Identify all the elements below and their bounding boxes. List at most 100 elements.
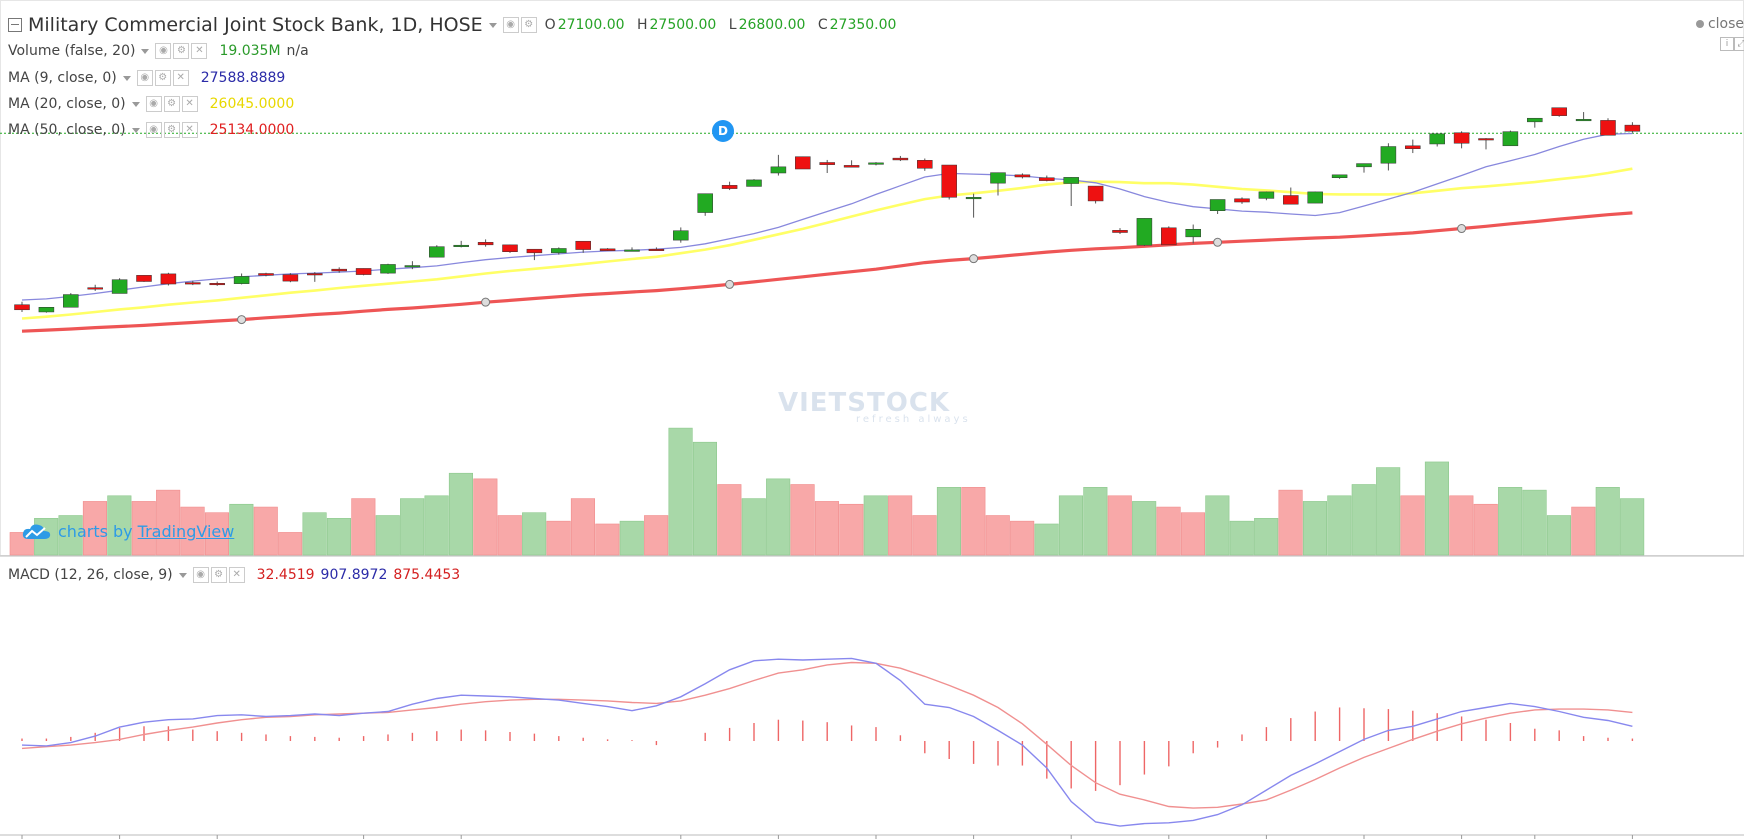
candle-body xyxy=(1014,174,1031,178)
candle-body xyxy=(1112,230,1128,233)
chevron-down-icon[interactable] xyxy=(131,101,140,107)
gear-icon[interactable]: ⚙ xyxy=(163,122,180,138)
eye-icon[interactable]: ◉ xyxy=(136,70,153,86)
volume-bar xyxy=(1351,484,1376,556)
candle-body xyxy=(233,276,250,284)
gear-icon[interactable]: ⚙ xyxy=(163,96,180,112)
volume-bar xyxy=(619,520,644,556)
ma50-marker xyxy=(725,279,735,289)
indicator-ma9-row[interactable]: MA (9, close, 0) ◉ ⚙ ✕ 27588.8889 xyxy=(8,70,285,86)
candle-body xyxy=(1502,131,1519,147)
volume-bar xyxy=(1595,487,1620,556)
volume-bar xyxy=(912,515,937,556)
indicator-volume-label: Volume (false, 20) xyxy=(8,43,136,59)
eye-icon[interactable]: ◉ xyxy=(502,17,519,33)
volume-bar xyxy=(546,520,571,556)
candle-body xyxy=(209,283,225,286)
collapse-icon[interactable] xyxy=(8,18,22,32)
low-value: 26800.00 xyxy=(738,17,806,33)
ma50-marker xyxy=(1213,237,1223,247)
volume-bar xyxy=(936,487,962,556)
macd-value: 907.8972 xyxy=(320,567,388,583)
gear-icon[interactable]: ⚙ xyxy=(210,567,227,583)
candle-body xyxy=(429,246,445,258)
close-icon[interactable]: ✕ xyxy=(181,122,198,138)
eye-icon[interactable]: ◉ xyxy=(192,567,209,583)
open-label: O xyxy=(544,17,556,33)
volume-bar xyxy=(131,501,156,556)
macd-legend-label: MACD (12, 26, close, 9) xyxy=(8,567,173,583)
candle-body xyxy=(697,193,713,213)
candle-body xyxy=(380,264,396,274)
ma50-line xyxy=(21,211,1633,333)
candle-body xyxy=(1161,227,1177,246)
volume-bar xyxy=(1107,495,1132,556)
candle-body xyxy=(941,164,957,198)
volume-bar xyxy=(497,515,522,556)
ma50-marker xyxy=(1457,224,1467,234)
candle-body xyxy=(1405,145,1421,149)
macd-signal-line xyxy=(21,661,1633,809)
volume-bar xyxy=(1376,467,1401,556)
candle-body xyxy=(1209,199,1226,211)
eye-icon[interactable]: ◉ xyxy=(145,96,162,112)
chevron-down-icon[interactable] xyxy=(488,22,497,28)
gear-icon[interactable]: ⚙ xyxy=(520,17,537,33)
candle-body xyxy=(1380,146,1397,164)
gear-icon[interactable]: ⚙ xyxy=(173,43,190,59)
close-icon[interactable]: ✕ xyxy=(181,96,198,112)
chevron-down-icon[interactable] xyxy=(122,75,131,81)
candle-body xyxy=(795,156,811,170)
eye-icon[interactable]: ◉ xyxy=(145,122,162,138)
candle-body xyxy=(1600,120,1616,136)
volume-bar xyxy=(863,495,888,556)
volume-bar xyxy=(961,487,986,556)
chevron-down-icon[interactable] xyxy=(131,127,140,133)
volume-bar xyxy=(570,498,596,556)
chevron-down-icon[interactable] xyxy=(141,48,150,54)
volume-bar xyxy=(400,498,425,556)
candle-body xyxy=(1087,185,1104,202)
indicator-ma9-label: MA (9, close, 0) xyxy=(8,70,117,86)
candle-body xyxy=(14,304,30,311)
volume-bar xyxy=(766,478,791,556)
chevron-down-icon[interactable] xyxy=(178,572,187,578)
candle-body xyxy=(453,244,469,247)
vietstock-wordmark: VIETSTOCK xyxy=(778,388,951,418)
indicator-ma20-label: MA (20, close, 0) xyxy=(8,96,126,112)
indicator-ma20-row[interactable]: MA (20, close, 0) ◉ ⚙ ✕ 26045.0000 xyxy=(8,96,294,112)
high-label: H xyxy=(636,17,648,33)
gear-icon[interactable]: ⚙ xyxy=(154,70,171,86)
macd-hist-value: 32.4519 xyxy=(256,567,315,583)
volume-bar xyxy=(1302,501,1327,556)
candle-body xyxy=(990,172,1006,184)
close-icon[interactable]: ✕ xyxy=(228,567,245,583)
candle-body xyxy=(1331,174,1348,178)
indicator-volume-row[interactable]: Volume (false, 20) ◉ ⚙ ✕ 19.035M n/a xyxy=(8,43,309,59)
volume-bar xyxy=(326,518,352,556)
volume-bar xyxy=(229,503,254,556)
vietstock-watermark: VIETSTOCK refresh always xyxy=(778,388,971,425)
volume-bar xyxy=(839,503,864,556)
indicator-volume-value2: n/a xyxy=(286,43,309,59)
candle-body xyxy=(1527,117,1543,123)
close-icon[interactable]: ✕ xyxy=(191,43,208,59)
low-label: L xyxy=(728,17,737,33)
volume-bar xyxy=(107,495,132,556)
candle-body xyxy=(1478,138,1494,141)
macd-signal-value: 875.4453 xyxy=(393,567,461,583)
candle-body xyxy=(1624,124,1641,132)
volume-bar xyxy=(888,495,913,556)
macd-legend-row[interactable]: MACD (12, 26, close, 9) ◉ ⚙ ✕ 32.4519 90… xyxy=(8,567,460,583)
close-icon[interactable]: ✕ xyxy=(172,70,189,86)
volume-bar xyxy=(473,478,498,556)
volume-bar xyxy=(351,498,376,556)
indicator-ma50-row[interactable]: MA (50, close, 0) ◉ ⚙ ✕ 25134.0000 xyxy=(8,122,294,138)
volume-bar xyxy=(595,523,620,556)
volume-bar xyxy=(375,515,400,556)
volume-bar xyxy=(985,515,1010,556)
candle-body xyxy=(819,162,835,165)
eye-icon[interactable]: ◉ xyxy=(155,43,172,59)
volume-bar xyxy=(1254,518,1279,556)
